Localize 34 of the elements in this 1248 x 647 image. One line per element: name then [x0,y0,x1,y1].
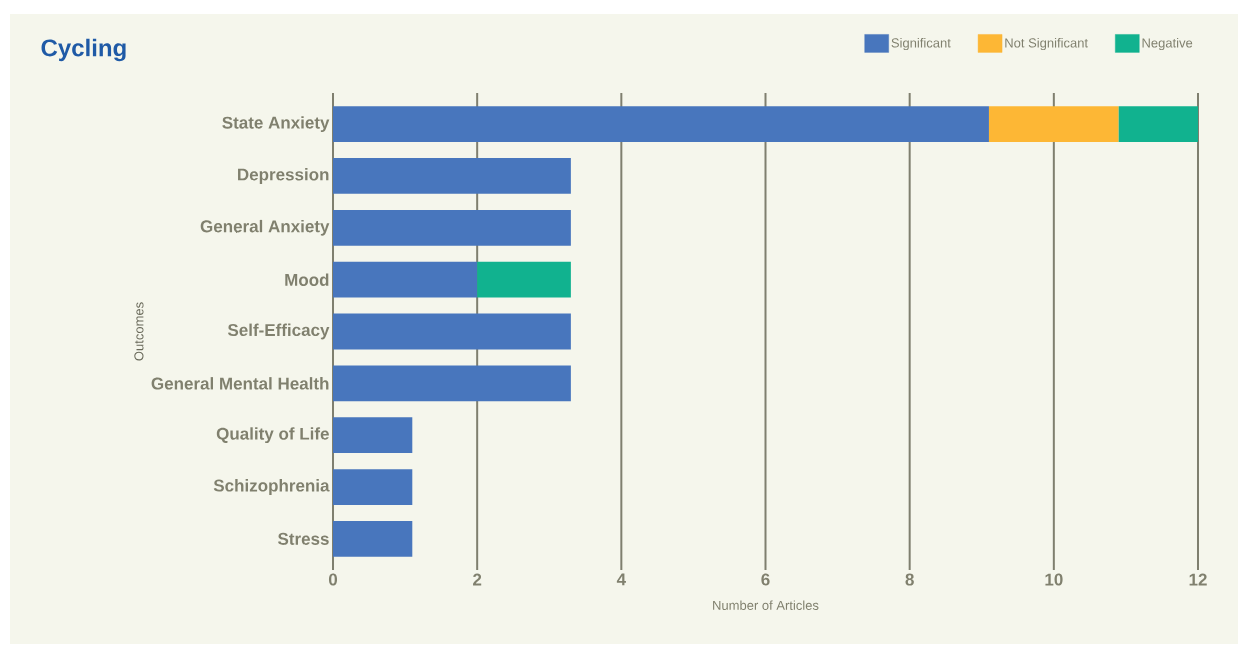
legend-label: Significant [891,37,951,51]
y-tick-label: State Anxiety [222,116,330,133]
y-tick-label: Schizophrenia [213,479,330,495]
bar [333,261,478,298]
y-tick-label: General Mental Health [151,377,329,390]
x-tick-label: 0 [328,573,338,586]
x-tick-label: 12 [1189,573,1207,586]
legend-label: Not Significant [1005,37,1088,51]
bar [333,521,413,557]
y-axis-title: Outcomes [134,302,144,361]
x-tick-label: 6 [761,573,770,586]
bar [477,261,571,298]
y-tick-label: Mood [285,273,329,286]
text: Cycling [41,38,126,62]
x-axis-title: Number of Articles [713,600,819,610]
bar [333,365,571,402]
bar [333,209,571,246]
x-tick-label: 10 [1045,573,1063,586]
x-tick-label: 2 [473,573,482,586]
bar [333,469,413,505]
x-tick-label: 8 [905,573,914,586]
bar [333,313,571,350]
legend-label: Negative [1142,37,1193,51]
bar [988,106,1119,142]
y-tick-label: Depression [238,168,329,184]
y-tick-label: Self-Efficacy [227,323,330,340]
bar [333,106,989,142]
bar [333,417,413,454]
y-tick-label: General Anxiety [200,219,330,236]
y-tick-label: Stress [277,532,329,545]
bar [333,158,571,194]
bar [1118,106,1198,142]
y-tick-label: Quality of Life [216,427,329,444]
x-tick-label: 4 [616,573,626,586]
